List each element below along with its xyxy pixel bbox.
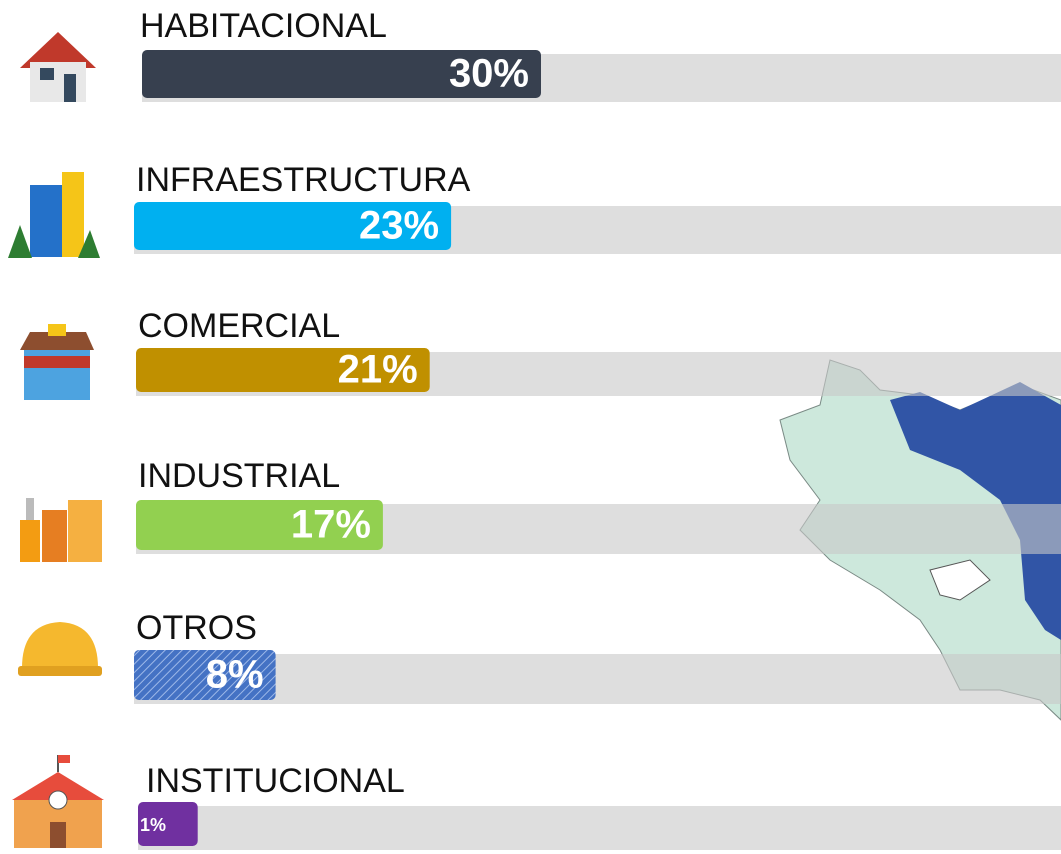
category-label: INSTITUCIONAL: [146, 762, 405, 800]
value-label: 1%: [140, 815, 166, 835]
bar-track: [134, 654, 1061, 704]
bar: [136, 348, 430, 392]
bar: [142, 50, 541, 98]
bar: [136, 500, 383, 550]
value-label: 17%: [291, 503, 371, 547]
category-label: INFRAESTRUCTURA: [136, 161, 471, 199]
bar-track: [138, 806, 1061, 850]
category-label: HABITACIONAL: [140, 7, 387, 45]
value-label: 30%: [449, 52, 529, 96]
house-icon: [20, 32, 96, 102]
bar: [134, 650, 276, 700]
bar: [134, 202, 452, 250]
shop-icon: [20, 324, 94, 400]
value-label: 8%: [206, 653, 264, 697]
building-icon: [8, 172, 100, 258]
value-label: 23%: [359, 204, 439, 248]
helmet-icon: [18, 622, 102, 676]
bar: [138, 802, 198, 846]
category-label: COMERCIAL: [138, 307, 340, 345]
category-label: INDUSTRIAL: [138, 457, 340, 495]
value-label: 21%: [338, 348, 418, 392]
factory-icon: [20, 498, 102, 562]
category-label: OTROS: [136, 609, 257, 647]
icons: [8, 32, 104, 848]
school-icon: [12, 755, 104, 848]
